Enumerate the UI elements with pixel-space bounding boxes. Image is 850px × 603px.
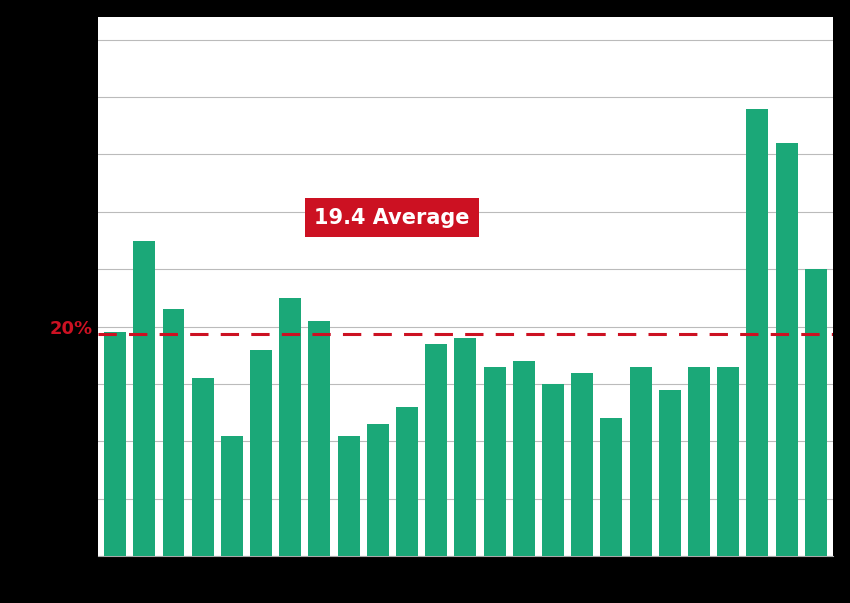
Y-axis label: Area Saving: Area Saving [17, 228, 36, 345]
Bar [630, 367, 652, 556]
Bar [104, 332, 126, 556]
Text: 19.4 Average: 19.4 Average [314, 207, 469, 227]
Bar [805, 269, 827, 556]
Bar [280, 298, 301, 556]
Bar [337, 436, 360, 556]
Bar [250, 350, 272, 556]
Bar [746, 109, 768, 556]
Bar [688, 367, 710, 556]
Bar [455, 338, 476, 556]
Bar [192, 378, 213, 556]
Bar [776, 143, 797, 556]
Bar [425, 344, 447, 556]
Bar [396, 407, 418, 556]
Bar [600, 418, 622, 556]
Bar [133, 241, 156, 556]
Bar [571, 373, 593, 556]
Bar [659, 390, 681, 556]
Bar [221, 436, 243, 556]
Bar [367, 424, 388, 556]
Bar [309, 321, 331, 556]
Bar [162, 309, 184, 556]
Bar [717, 367, 740, 556]
Bar [542, 384, 564, 556]
Bar [513, 361, 535, 556]
X-axis label: Test Case: Test Case [419, 567, 512, 586]
Bar [484, 367, 506, 556]
